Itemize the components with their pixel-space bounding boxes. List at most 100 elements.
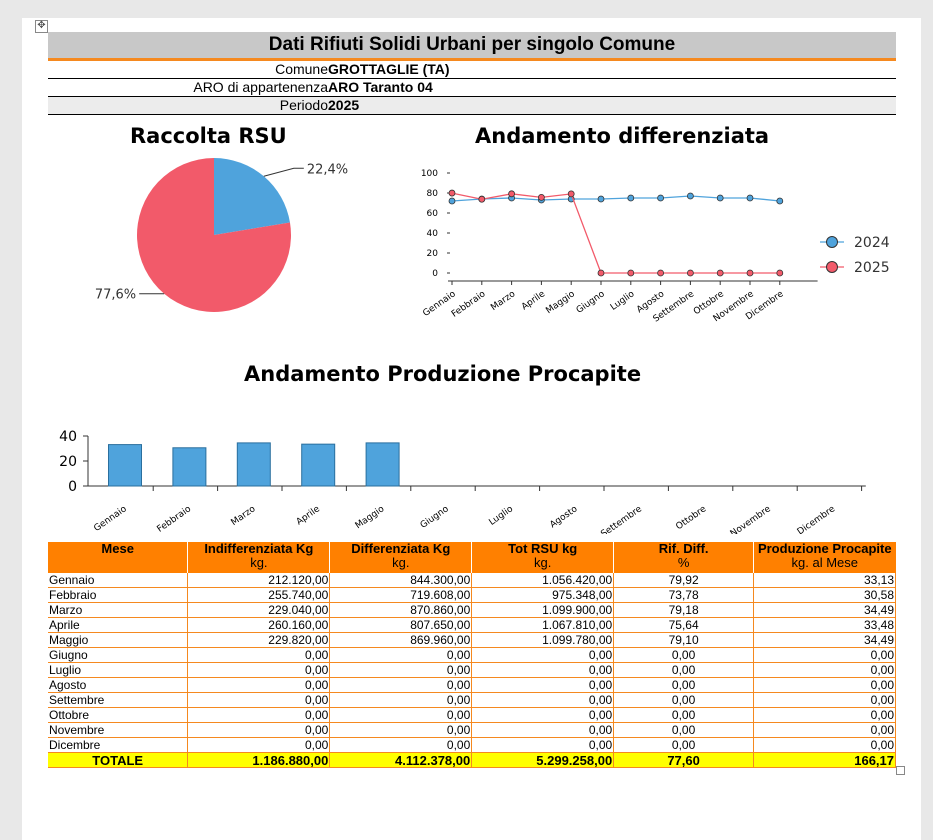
data-point [746,269,754,277]
month-cell: Gennaio [48,573,189,588]
comune-value: GROTTAGLIE (TA) [328,61,450,77]
value-cell: 79,92 [613,573,755,588]
x-tick-label: Febbraio [156,504,194,534]
value-cell: 0,00 [753,662,896,678]
value-cell: 0,00 [329,707,473,723]
pie-chart: 22,4% 77,6% [95,158,348,312]
resize-icon[interactable] [896,766,905,775]
y-tick-label: 0 [68,479,77,495]
data-point [776,269,784,277]
bar [365,442,400,487]
pie-slice [214,158,290,235]
table-row: Giugno 0,00 0,00 0,00 0,00 0,00 [48,647,896,663]
data-point [448,189,456,197]
value-cell: 0,00 [187,722,331,738]
legend-label: 2024 [854,235,890,251]
value-cell: 0,00 [613,647,755,663]
data-point [686,269,694,277]
month-cell: Dicembre [48,737,189,753]
data-point [776,197,784,205]
month-cell: Luglio [48,662,189,678]
x-tick-label: Marzo [229,504,257,528]
value-cell: 0,00 [753,722,896,738]
value-cell: 0,00 [613,692,755,708]
table-row: Agosto 0,00 0,00 0,00 0,00 0,00 [48,677,896,693]
value-cell: 0,00 [471,722,615,738]
x-tick-label: Maggio [354,504,387,531]
data-point [567,190,575,198]
y-tick-label: 40 [427,229,439,239]
data-point [716,269,724,277]
y-tick-label: 100 [421,169,438,179]
value-cell: 34,49 [753,602,896,618]
total-value: 4.112.378,00 [329,752,473,768]
x-tick-label: Marzo [489,289,517,313]
month-cell: Maggio [48,632,189,648]
pie-label: 77,6% [95,288,136,303]
pie-chart-title: Raccolta RSU [130,124,287,148]
data-point [746,194,754,202]
value-cell: 0,00 [471,677,615,693]
total-row: TOTALE 1.186.880,00 4.112.378,00 5.299.258,… [48,752,896,768]
table-row: Novembre 0,00 0,00 0,00 0,00 0,00 [48,722,896,738]
value-cell: 0,00 [613,677,755,693]
aro-label: ARO di appartenenza [193,79,328,95]
total-value: 5.299.258,00 [471,752,615,768]
legend-marker [826,261,838,273]
value-cell: 0,00 [187,707,331,723]
value-cell: 0,00 [753,692,896,708]
table-row: Aprile 260.160,00 807.650,00 1.067.810,00 75… [48,617,896,633]
data-point [597,269,605,277]
value-cell: 0,00 [187,692,331,708]
aro-value: ARO Taranto 04 [328,79,433,95]
value-cell: 1.099.900,00 [471,602,615,618]
value-cell: 0,00 [753,737,896,753]
month-cell: Settembre [48,692,189,708]
y-tick-label: 40 [59,429,77,445]
value-cell: 975.348,00 [471,587,615,603]
x-tick-label: Giugno [575,289,607,316]
table-row: Maggio 229.820,00 869.960,00 1.099.780,00 79… [48,632,896,648]
x-tick-label: Agosto [548,504,580,530]
value-cell: 33,48 [753,617,896,633]
data-point [537,193,545,201]
data-point [627,194,635,202]
value-cell: 229.820,00 [187,632,331,648]
comune-label: Comune [275,61,328,77]
bar [301,443,336,487]
value-cell: 34,49 [753,632,896,648]
value-cell: 0,00 [187,647,331,663]
month-cell: Marzo [48,602,189,618]
x-tick-label: Ottobre [674,504,708,532]
move-icon[interactable]: ✥ [35,20,48,33]
value-cell: 719.608,00 [329,587,473,603]
x-tick-label: Aprile [295,504,323,527]
total-value: 166,17 [753,752,896,768]
value-cell: 807.650,00 [329,617,473,633]
value-cell: 1.056.420,00 [471,573,615,588]
aro-row: ARO di appartenenza ARO Taranto 04 [48,79,896,97]
x-tick-label: Giugno [419,504,451,531]
pie-leader-line [263,167,304,177]
value-cell: 79,18 [613,602,755,618]
value-cell: 0,00 [329,662,473,678]
comune-row: Comune GROTTAGLIE (TA) [48,61,896,79]
value-cell: 0,00 [187,677,331,693]
value-cell: 0,00 [471,662,615,678]
y-tick-label: 20 [59,454,77,470]
header-indifferenziata: Indifferenziata Kg kg. [187,542,331,573]
header-differenziata: Differenziata Kg kg. [329,542,473,573]
header-procapite: Produzione Procapite kg. al Mese [753,542,896,573]
value-cell: 260.160,00 [187,617,331,633]
data-table: Mese Indifferenziata Kg kg. Differenziata… [48,542,896,768]
data-point [448,197,456,205]
x-tick-label: Aprile [520,289,548,312]
header-tot-rsu: Tot RSU kg kg. [471,542,615,573]
y-tick-label: 80 [427,189,439,199]
table-header-row: Mese Indifferenziata Kg kg. Differenziata… [48,542,896,573]
data-point [478,195,486,203]
total-value: 77,60 [613,752,755,768]
value-cell: 30,58 [753,587,896,603]
value-cell: 73,78 [613,587,755,603]
